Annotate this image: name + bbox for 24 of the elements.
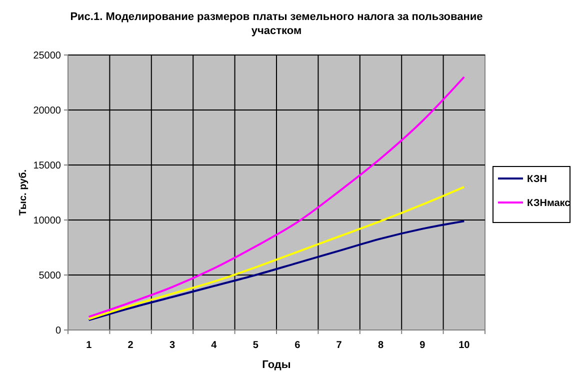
legend-label: КЗНмакс — [527, 198, 571, 209]
line-series — [88, 76, 466, 318]
x-tick-label: 2 — [128, 340, 134, 351]
x-tick-label: 6 — [294, 340, 301, 351]
y-tick-label: 20000 — [33, 106, 62, 116]
x-tick-label: 7 — [336, 340, 342, 351]
line-series — [88, 220, 466, 322]
x-tick-label: 8 — [378, 340, 384, 351]
y-axis-title: Тыс. руб. — [18, 169, 29, 216]
x-axis-title: Годы — [262, 359, 291, 371]
y-tick-label: 5000 — [38, 270, 62, 282]
x-tick-label: 9 — [420, 340, 426, 351]
y-tick-label: 0 — [55, 326, 62, 336]
y-tick-label: 10000 — [33, 216, 62, 226]
x-tick-label: 5 — [252, 340, 259, 351]
y-tick-label: 25000 — [33, 50, 62, 62]
x-tick-label: 1 — [86, 340, 92, 351]
x-tick-label: 4 — [211, 340, 218, 351]
line-series — [88, 186, 466, 320]
legend-label: КЗН — [527, 174, 547, 185]
x-tick-label: 10 — [458, 340, 470, 351]
y-tick-label: 15000 — [33, 160, 62, 172]
chart-title: Рис.1. Моделирование размеров платы земельного налога за пользование участком — [70, 11, 483, 37]
x-tick-label: 3 — [169, 340, 176, 351]
